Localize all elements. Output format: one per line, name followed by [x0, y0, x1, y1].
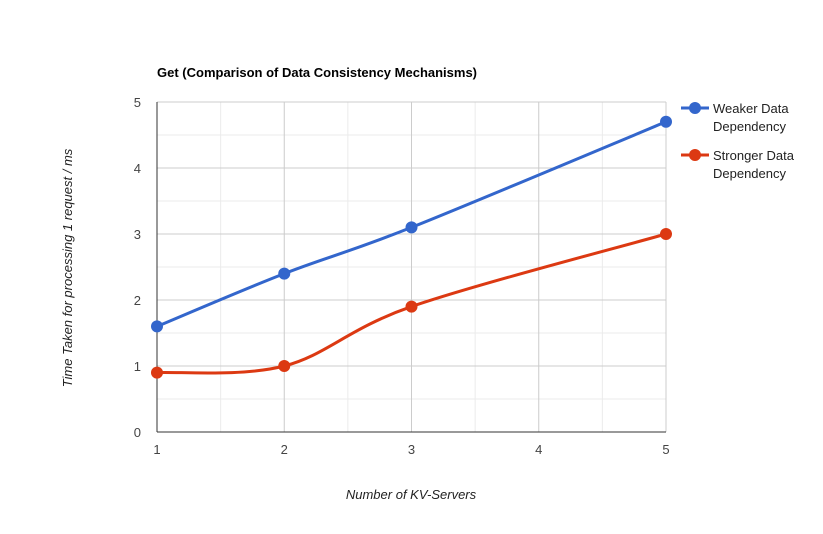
legend-marker — [689, 149, 701, 161]
legend-label: Stronger Data — [713, 148, 795, 163]
data-point — [151, 366, 163, 379]
x-tick-label: 4 — [535, 442, 542, 457]
y-tick-label: 4 — [134, 161, 141, 176]
legend-marker — [689, 102, 701, 114]
series-lines — [151, 115, 672, 379]
major-gridlines — [157, 101, 667, 432]
y-axis-title: Time Taken for processing 1 request / ms — [60, 148, 75, 387]
data-point — [151, 320, 163, 333]
series-line-1 — [156, 120, 667, 328]
y-tick-label: 0 — [134, 425, 141, 440]
x-tick-label: 5 — [662, 442, 669, 457]
data-point — [278, 360, 291, 372]
legend[interactable]: Weaker Data Dependency Stronger Data Depend… — [681, 101, 795, 181]
legend-label: Weaker Data — [713, 101, 789, 116]
data-point — [405, 221, 418, 234]
x-tick-label: 2 — [281, 442, 288, 457]
x-tick-label: 3 — [408, 442, 415, 457]
legend-label: Dependency — [713, 166, 786, 181]
data-point — [405, 300, 418, 313]
series-line-2 — [156, 232, 667, 375]
x-axis-title: Number of KV-Servers — [346, 487, 477, 502]
data-point — [660, 228, 672, 240]
y-tick-label: 5 — [134, 95, 141, 110]
data-point — [660, 115, 672, 128]
data-point — [278, 267, 291, 280]
chart-title: Get (Comparison of Data Consistency Mech… — [157, 65, 477, 80]
legend-label: Dependency — [713, 119, 786, 134]
x-tick-label: 1 — [153, 442, 160, 457]
y-tick-label: 3 — [134, 227, 141, 242]
y-tick-label: 1 — [134, 359, 141, 374]
y-tick-label: 2 — [134, 293, 141, 308]
